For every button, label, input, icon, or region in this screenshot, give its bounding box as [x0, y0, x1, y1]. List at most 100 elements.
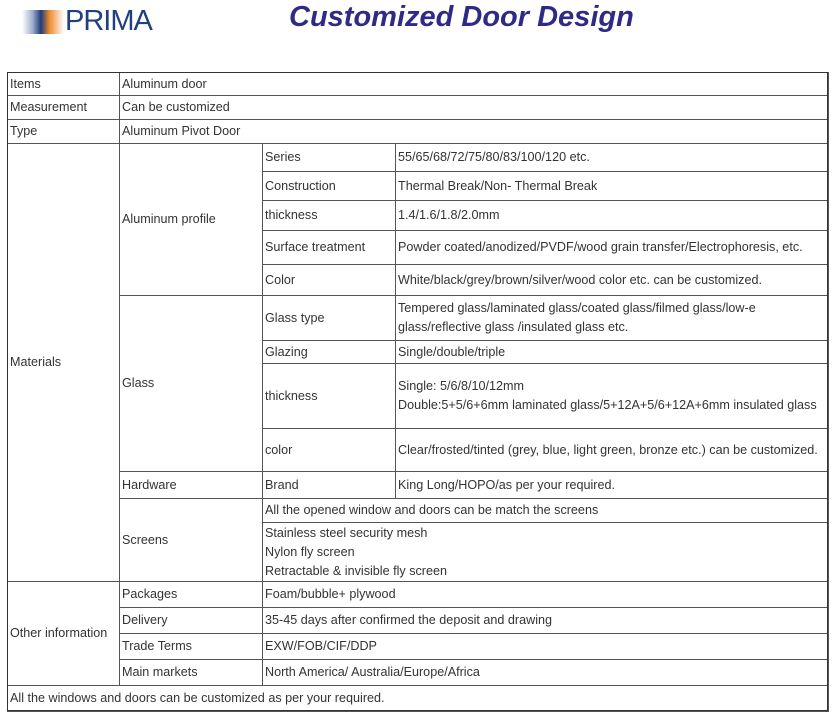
cell-line: Can be customized: [122, 100, 230, 114]
cell-line: 1.4/1.6/1.8/2.0mm: [398, 208, 500, 222]
glass-type-label: Glass type: [262, 295, 396, 341]
screens-types-text: Stainless steel security mesh Nylon fly s…: [265, 524, 447, 581]
cell-line: Screens: [122, 532, 169, 547]
cell-line: Glazing: [265, 344, 308, 359]
hardware-label: Hardware: [119, 471, 263, 499]
thickness-label-text: thickness: [265, 206, 318, 225]
cell-line: Construction: [265, 178, 336, 193]
type-label: Type: [7, 119, 120, 144]
glass-thickness-label-text: thickness: [265, 387, 318, 406]
cell-line: All the windows and doors can be customi…: [10, 691, 385, 705]
cell-line: Main markets: [122, 665, 198, 679]
materials-label-text: Materials: [10, 353, 61, 372]
cell-line: All the opened window and doors can be m…: [265, 503, 599, 517]
packages-label: Packages: [119, 581, 263, 608]
series-value: 55/65/68/72/75/80/83/100/120 etc.: [395, 143, 829, 172]
cell-line: Hardware: [122, 477, 177, 492]
cell-line: thickness: [265, 388, 318, 403]
cell-line: 55/65/68/72/75/80/83/100/120 etc.: [398, 150, 590, 164]
cell-line: Double:5+5/6+6mm laminated glass/5+12A+5…: [398, 398, 817, 412]
cell-line: Brand: [265, 477, 299, 492]
items-value: Aluminum door: [119, 72, 829, 96]
glazing-value-text: Single/double/triple: [398, 343, 505, 362]
series-label: Series: [262, 143, 396, 172]
packages-label-text: Packages: [122, 585, 177, 604]
cell-line: Tempered glass/laminated glass/coated gl…: [398, 301, 756, 334]
construction-value-text: Thermal Break/Non- Thermal Break: [398, 177, 597, 196]
cell-line: Items: [10, 76, 41, 91]
delivery-value-text: 35-45 days after confirmed the deposit a…: [265, 611, 552, 630]
cell-line: Thermal Break/Non- Thermal Break: [398, 178, 598, 193]
measurement-label-text: Measurement: [10, 98, 87, 117]
trade-terms-value-text: EXW/FOB/CIF/DDP: [265, 637, 377, 656]
cell-line: Nylon fly screen: [265, 544, 355, 559]
cell-line: Powder coated/anodized/PVDF/wood grain t…: [398, 240, 803, 254]
cell-line: Aluminum profile: [122, 212, 216, 226]
type-value: Aluminum Pivot Door: [119, 119, 829, 144]
delivery-label-text: Delivery: [122, 611, 168, 630]
glass-type-value-text: Tempered glass/laminated glass/coated gl…: [398, 299, 826, 337]
delivery-value: 35-45 days after confirmed the deposit a…: [262, 607, 829, 634]
screens-types: Stainless steel security mesh Nylon fly s…: [262, 522, 829, 582]
glass-thickness-value: Single: 5/6/8/10/12mm Double:5+5/6+6mm la…: [395, 363, 829, 429]
screens-label-text: Screens: [122, 531, 168, 550]
type-label-text: Type: [10, 122, 37, 141]
measurement-label: Measurement: [7, 95, 120, 120]
page-title: Customized Door Design: [289, 1, 634, 33]
cell-line: thickness: [265, 208, 318, 222]
cell-line: color: [265, 442, 293, 457]
materials-label: Materials: [7, 143, 120, 582]
cell-line: Single: 5/6/8/10/12mm: [398, 379, 525, 393]
cell-line: Measurement: [10, 100, 87, 114]
surface-value: Powder coated/anodized/PVDF/wood grain t…: [395, 230, 829, 265]
footer-note: All the windows and doors can be customi…: [7, 685, 829, 712]
cell-line: Single/double/triple: [398, 344, 506, 359]
glass-color-value: Clear/frosted/tinted (grey, blue, light …: [395, 428, 829, 472]
cell-line: North America/ Australia/Europe/Africa: [265, 665, 480, 679]
main-markets-label-text: Main markets: [122, 663, 198, 682]
cell-line: King Long/HOPO/as per your required.: [398, 477, 616, 492]
main-markets-value: North America/ Australia/Europe/Africa: [262, 659, 829, 686]
glass-type-value: Tempered glass/laminated glass/coated gl…: [395, 295, 829, 341]
logo-text: PRIMA: [65, 5, 153, 37]
cell-line: 35-45 days after confirmed the deposit a…: [265, 613, 553, 627]
glazing-value: Single/double/triple: [395, 340, 829, 364]
measurement-value-text: Can be customized: [122, 98, 230, 117]
glass-color-label-text: color: [265, 441, 292, 460]
color-label-text: Color: [265, 271, 295, 290]
glass-type-label-text: Glass type: [265, 309, 325, 328]
thickness-label: thickness: [262, 200, 396, 231]
color-value-text: White/black/grey/brown/silver/wood color…: [398, 271, 762, 290]
brand-value: King Long/HOPO/as per your required.: [395, 471, 829, 499]
cell-line: Retractable & invisible fly screen: [265, 563, 447, 578]
cell-line: Aluminum Pivot Door: [122, 124, 241, 138]
cell-line: Clear/frosted/tinted (grey, blue, light …: [398, 442, 818, 457]
surface-label-text: Surface treatment: [265, 238, 365, 257]
items-value-text: Aluminum door: [122, 75, 207, 94]
prima-logo: PRIMA: [22, 5, 162, 37]
cell-line: Trade Terms: [122, 639, 192, 653]
hardware-label-text: Hardware: [122, 476, 177, 495]
cell-line: Surface treatment: [265, 240, 366, 254]
aluminum-profile-label-text: Aluminum profile: [122, 210, 216, 229]
surface-value-text: Powder coated/anodized/PVDF/wood grain t…: [398, 238, 803, 257]
delivery-label: Delivery: [119, 607, 263, 634]
glass-thickness-label: thickness: [262, 363, 396, 429]
trade-terms-value: EXW/FOB/CIF/DDP: [262, 633, 829, 660]
logo-mark: [22, 10, 64, 34]
cell-line: Delivery: [122, 613, 168, 627]
construction-label-text: Construction: [265, 177, 336, 196]
series-value-text: 55/65/68/72/75/80/83/100/120 etc.: [398, 148, 590, 167]
items-label-text: Items: [10, 75, 41, 94]
brand-value-text: King Long/HOPO/as per your required.: [398, 476, 615, 495]
cell-line: Series: [265, 150, 301, 164]
cell-line: EXW/FOB/CIF/DDP: [265, 639, 377, 653]
trade-terms-label-text: Trade Terms: [122, 637, 192, 656]
packages-value: Foam/bubble+ plywood: [262, 581, 829, 608]
main-markets-value-text: North America/ Australia/Europe/Africa: [265, 663, 480, 682]
cell-line: Color: [265, 272, 296, 287]
aluminum-profile-label: Aluminum profile: [119, 143, 263, 296]
cell-line: White/black/grey/brown/silver/wood color…: [398, 272, 762, 287]
items-label: Items: [7, 72, 120, 96]
packages-value-text: Foam/bubble+ plywood: [265, 585, 396, 604]
